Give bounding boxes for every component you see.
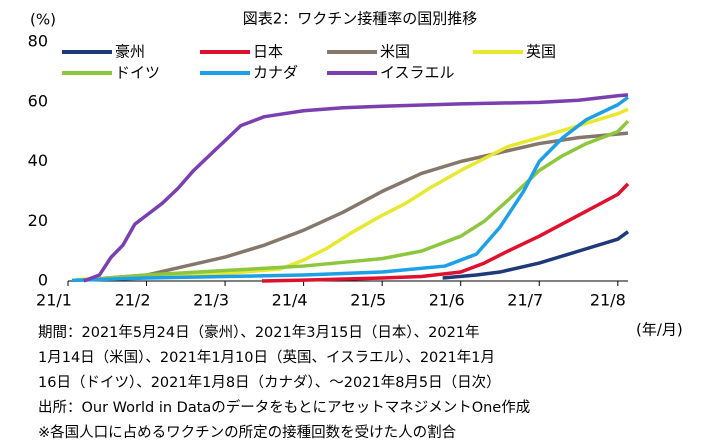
legend-label: イスラエル bbox=[380, 64, 455, 82]
x-unit: (年/月) bbox=[636, 321, 683, 339]
y-tick-label: 80 bbox=[28, 32, 48, 51]
legend-label: 米国 bbox=[380, 43, 410, 61]
note: 出所：Our World in DataのデータをもとにアセットマネジメントOn… bbox=[38, 398, 530, 416]
series-line bbox=[79, 119, 630, 283]
legend-label: 豪州 bbox=[115, 43, 145, 61]
series-line bbox=[261, 182, 630, 283]
y-unit: (%) bbox=[30, 11, 56, 29]
note: ※各国人口に占めるワクチンの所定の接種回数を受けた人の割合 bbox=[38, 424, 457, 441]
legend-label: 英国 bbox=[526, 43, 556, 61]
x-tick-label: 21/6 bbox=[429, 291, 465, 310]
note: 1月14日（米国）、2021年1月10日（英国、イスラエル）、2021年1月 bbox=[38, 348, 495, 366]
chart-title: 図表2：ワクチン接種率の国別推移 bbox=[243, 10, 478, 28]
y-tick-label: 20 bbox=[28, 211, 48, 230]
series-line bbox=[71, 95, 630, 283]
x-tick-label: 21/7 bbox=[507, 291, 543, 310]
x-tick-label: 21/4 bbox=[272, 291, 308, 310]
series-line bbox=[75, 131, 629, 282]
note: 期間：2021年5月24日（豪州）、2021年3月15日（日本）、2021年 bbox=[38, 324, 480, 341]
x-tick-label: 21/8 bbox=[590, 291, 626, 310]
x-tick-label: 21/5 bbox=[350, 291, 386, 310]
x-tick-label: 21/3 bbox=[193, 291, 229, 310]
x-tick-label: 21/2 bbox=[115, 291, 151, 310]
note: 16日（ドイツ）、2021年1月8日（カナダ）、～2021年8月5日（日次） bbox=[38, 374, 501, 391]
series-line bbox=[83, 93, 629, 283]
legend-label: ドイツ bbox=[115, 64, 160, 82]
y-tick-label: 60 bbox=[28, 91, 48, 110]
y-tick-label: 40 bbox=[28, 151, 48, 170]
series-line bbox=[75, 107, 629, 282]
x-tick-label: 21/1 bbox=[36, 291, 72, 310]
series-line bbox=[442, 230, 630, 280]
y-tick-label: 0 bbox=[38, 271, 48, 290]
legend-label: 日本 bbox=[253, 43, 283, 61]
legend-label: カナダ bbox=[253, 64, 298, 82]
